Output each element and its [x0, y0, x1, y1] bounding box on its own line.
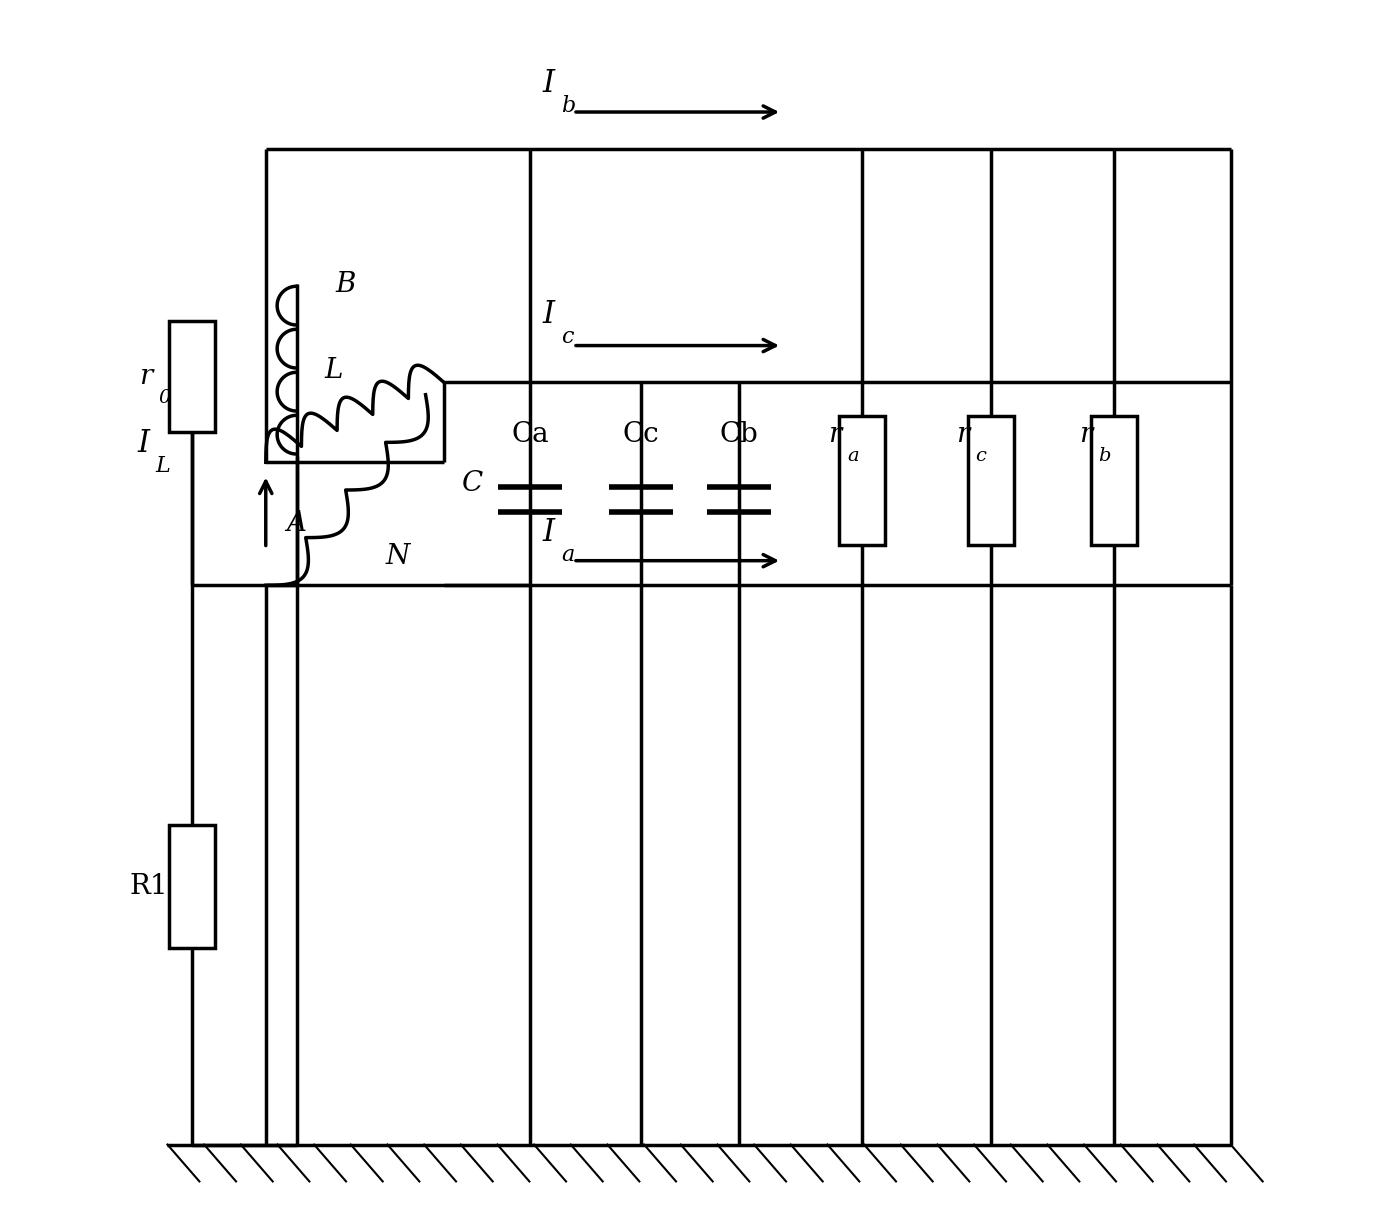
Text: I: I — [543, 68, 554, 100]
Text: L: L — [155, 455, 170, 477]
Text: C: C — [462, 469, 483, 496]
Bar — [838, 416, 885, 546]
Text: A: A — [287, 510, 306, 537]
Text: B: B — [335, 271, 356, 298]
Text: Cb: Cb — [720, 420, 759, 447]
Text: r: r — [139, 362, 153, 389]
Text: b: b — [1098, 447, 1111, 466]
Text: b: b — [561, 95, 575, 117]
Text: r: r — [956, 420, 969, 447]
Text: L: L — [324, 356, 342, 383]
Text: a: a — [848, 447, 859, 466]
Bar — [967, 416, 1015, 546]
Text: R1: R1 — [129, 873, 168, 899]
Text: r: r — [828, 420, 841, 447]
Text: r: r — [1079, 420, 1091, 447]
Text: Cc: Cc — [622, 420, 658, 447]
Text: I: I — [136, 429, 149, 460]
Text: 0: 0 — [159, 389, 171, 408]
Bar — [168, 825, 216, 947]
Text: c: c — [561, 326, 574, 347]
Text: I: I — [543, 299, 554, 330]
Text: c: c — [974, 447, 986, 466]
Text: N: N — [386, 543, 409, 570]
Text: Ca: Ca — [511, 420, 548, 447]
Bar — [1090, 416, 1137, 546]
Text: a: a — [561, 543, 574, 565]
Text: I: I — [543, 517, 554, 548]
Bar — [168, 322, 216, 431]
